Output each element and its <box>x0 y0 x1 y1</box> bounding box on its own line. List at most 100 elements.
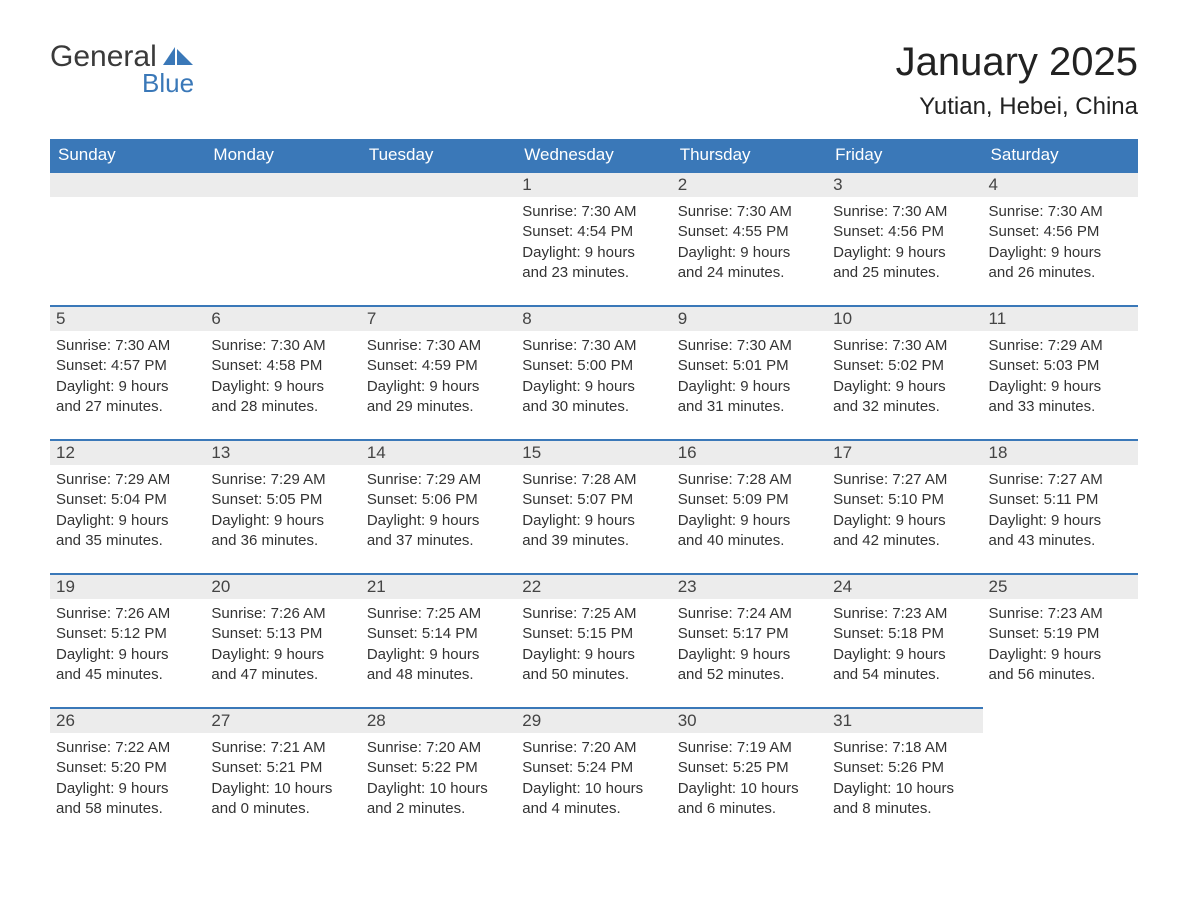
day-sunset: Sunset: 4:56 PM <box>989 222 1132 242</box>
day-sunrise: Sunrise: 7:30 AM <box>833 202 976 222</box>
header-row: General Blue January 2025 Yutian, Hebei,… <box>50 40 1138 121</box>
day-sunset: Sunset: 4:55 PM <box>678 222 821 242</box>
title-block: January 2025 Yutian, Hebei, China <box>896 40 1138 121</box>
day-body: Sunrise: 7:23 AMSunset: 5:18 PMDaylight:… <box>833 604 976 685</box>
day-daylight2: and 28 minutes. <box>211 397 354 417</box>
calendar-cell: 7Sunrise: 7:30 AMSunset: 4:59 PMDaylight… <box>361 305 516 439</box>
day-daylight2: and 30 minutes. <box>522 397 665 417</box>
calendar-cell: 3Sunrise: 7:30 AMSunset: 4:56 PMDaylight… <box>827 171 982 305</box>
day-sunset: Sunset: 5:19 PM <box>989 624 1132 644</box>
day-daylight1: Daylight: 9 hours <box>833 511 976 531</box>
day-body: Sunrise: 7:29 AMSunset: 5:05 PMDaylight:… <box>211 470 354 551</box>
day-daylight1: Daylight: 10 hours <box>367 779 510 799</box>
weekday-header: Wednesday <box>516 139 671 171</box>
day-sunrise: Sunrise: 7:23 AM <box>833 604 976 624</box>
day-number: 23 <box>672 573 827 600</box>
month-title: January 2025 <box>896 40 1138 85</box>
day-daylight2: and 31 minutes. <box>678 397 821 417</box>
day-body: Sunrise: 7:28 AMSunset: 5:09 PMDaylight:… <box>678 470 821 551</box>
day-sunrise: Sunrise: 7:28 AM <box>522 470 665 490</box>
calendar-cell: 10Sunrise: 7:30 AMSunset: 5:02 PMDayligh… <box>827 305 982 439</box>
day-daylight2: and 39 minutes. <box>522 531 665 551</box>
day-body: Sunrise: 7:30 AMSunset: 4:55 PMDaylight:… <box>678 202 821 283</box>
logo-word2: Blue <box>142 68 194 99</box>
day-daylight2: and 52 minutes. <box>678 665 821 685</box>
day-daylight2: and 54 minutes. <box>833 665 976 685</box>
weekday-row: SundayMondayTuesdayWednesdayThursdayFrid… <box>50 139 1138 171</box>
day-sunrise: Sunrise: 7:30 AM <box>678 336 821 356</box>
day-sunrise: Sunrise: 7:29 AM <box>367 470 510 490</box>
day-number: 8 <box>516 305 671 332</box>
day-sunrise: Sunrise: 7:25 AM <box>367 604 510 624</box>
day-sunrise: Sunrise: 7:26 AM <box>56 604 199 624</box>
calendar-page: General Blue January 2025 Yutian, Hebei,… <box>0 0 1188 918</box>
calendar-cell: 21Sunrise: 7:25 AMSunset: 5:14 PMDayligh… <box>361 573 516 707</box>
day-daylight2: and 47 minutes. <box>211 665 354 685</box>
weekday-header: Thursday <box>672 139 827 171</box>
day-daylight2: and 27 minutes. <box>56 397 199 417</box>
day-body: Sunrise: 7:20 AMSunset: 5:24 PMDaylight:… <box>522 738 665 819</box>
day-sunset: Sunset: 5:21 PM <box>211 758 354 778</box>
day-sunset: Sunset: 5:00 PM <box>522 356 665 376</box>
day-number: 7 <box>361 305 516 332</box>
day-body: Sunrise: 7:30 AMSunset: 4:57 PMDaylight:… <box>56 336 199 417</box>
day-daylight2: and 37 minutes. <box>367 531 510 551</box>
day-number: 3 <box>827 171 982 198</box>
day-daylight1: Daylight: 9 hours <box>678 645 821 665</box>
day-body: Sunrise: 7:30 AMSunset: 4:58 PMDaylight:… <box>211 336 354 417</box>
day-sunset: Sunset: 5:02 PM <box>833 356 976 376</box>
calendar-week: 19Sunrise: 7:26 AMSunset: 5:12 PMDayligh… <box>50 573 1138 707</box>
day-number: 20 <box>205 573 360 600</box>
day-daylight1: Daylight: 9 hours <box>367 511 510 531</box>
calendar-body: 1Sunrise: 7:30 AMSunset: 4:54 PMDaylight… <box>50 171 1138 841</box>
day-number: 4 <box>983 171 1138 198</box>
day-daylight2: and 6 minutes. <box>678 799 821 819</box>
day-body: Sunrise: 7:24 AMSunset: 5:17 PMDaylight:… <box>678 604 821 685</box>
day-daylight1: Daylight: 9 hours <box>833 645 976 665</box>
calendar-cell: 2 Sunrise: 7:30 AMSunset: 4:55 PMDaylight… <box>672 171 827 305</box>
weekday-header: Sunday <box>50 139 205 171</box>
calendar-cell: 4Sunrise: 7:30 AMSunset: 4:56 PMDaylight… <box>983 171 1138 305</box>
day-daylight2: and 43 minutes. <box>989 531 1132 551</box>
day-number: 29 <box>516 707 671 734</box>
calendar-cell <box>50 171 205 305</box>
calendar-cell: 30Sunrise: 7:19 AMSunset: 5:25 PMDayligh… <box>672 707 827 841</box>
day-daylight2: and 0 minutes. <box>211 799 354 819</box>
day-body: Sunrise: 7:30 AMSunset: 5:01 PMDaylight:… <box>678 336 821 417</box>
day-number: 10 <box>827 305 982 332</box>
day-number: 26 <box>50 707 205 734</box>
day-sunset: Sunset: 5:11 PM <box>989 490 1132 510</box>
day-daylight2: and 45 minutes. <box>56 665 199 685</box>
day-sunset: Sunset: 5:03 PM <box>989 356 1132 376</box>
day-sunset: Sunset: 5:18 PM <box>833 624 976 644</box>
day-sunrise: Sunrise: 7:30 AM <box>367 336 510 356</box>
day-daylight1: Daylight: 9 hours <box>56 511 199 531</box>
day-number: 17 <box>827 439 982 466</box>
day-daylight1: Daylight: 10 hours <box>522 779 665 799</box>
day-body: Sunrise: 7:27 AMSunset: 5:11 PMDaylight:… <box>989 470 1132 551</box>
weekday-header: Friday <box>827 139 982 171</box>
day-daylight2: and 48 minutes. <box>367 665 510 685</box>
day-number: 2 <box>672 171 827 198</box>
day-sunrise: Sunrise: 7:30 AM <box>678 202 821 222</box>
day-sunrise: Sunrise: 7:28 AM <box>678 470 821 490</box>
calendar-cell: 8Sunrise: 7:30 AMSunset: 5:00 PMDaylight… <box>516 305 671 439</box>
day-body: Sunrise: 7:27 AMSunset: 5:10 PMDaylight:… <box>833 470 976 551</box>
day-daylight2: and 33 minutes. <box>989 397 1132 417</box>
day-daylight1: Daylight: 9 hours <box>211 511 354 531</box>
calendar-cell: 22Sunrise: 7:25 AMSunset: 5:15 PMDayligh… <box>516 573 671 707</box>
day-daylight2: and 25 minutes. <box>833 263 976 283</box>
day-body: Sunrise: 7:20 AMSunset: 5:22 PMDaylight:… <box>367 738 510 819</box>
day-number: 24 <box>827 573 982 600</box>
day-daylight1: Daylight: 9 hours <box>56 779 199 799</box>
day-body: Sunrise: 7:21 AMSunset: 5:21 PMDaylight:… <box>211 738 354 819</box>
day-daylight2: and 26 minutes. <box>989 263 1132 283</box>
day-number: 14 <box>361 439 516 466</box>
day-sunrise: Sunrise: 7:26 AM <box>211 604 354 624</box>
day-sunrise: Sunrise: 7:29 AM <box>989 336 1132 356</box>
day-number: 1 <box>516 171 671 198</box>
day-daylight1: Daylight: 9 hours <box>678 511 821 531</box>
day-daylight1: Daylight: 9 hours <box>522 511 665 531</box>
day-body: Sunrise: 7:28 AMSunset: 5:07 PMDaylight:… <box>522 470 665 551</box>
day-daylight1: Daylight: 9 hours <box>989 243 1132 263</box>
